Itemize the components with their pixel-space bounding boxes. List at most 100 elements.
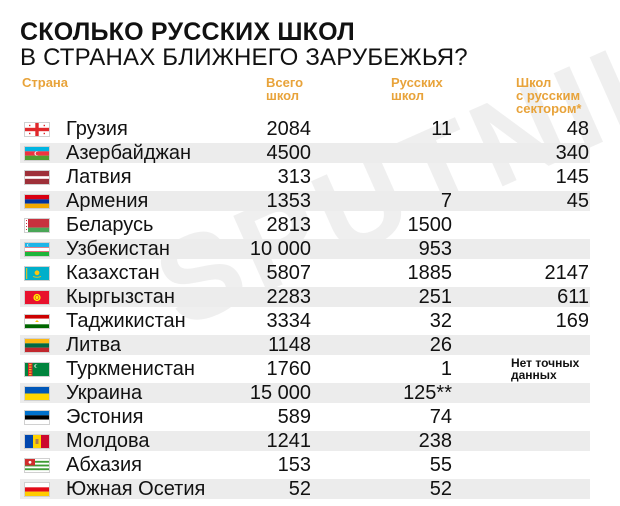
total-schools-value: 4500 xyxy=(266,142,312,164)
country-name: Южная Осетия xyxy=(66,478,206,500)
russian-schools-value: 238 xyxy=(418,430,452,452)
russian-schools-value xyxy=(340,165,452,189)
south-ossetia-flag-icon xyxy=(24,482,50,497)
row-stripe xyxy=(20,479,590,499)
russian-sector-schools-value xyxy=(470,237,589,261)
estonia-flag-icon xyxy=(24,410,50,425)
total-schools-value: 589 xyxy=(277,406,311,428)
row-stripe xyxy=(20,383,590,403)
row-stripe xyxy=(20,239,590,259)
table-row: Туркменистан 1760 1 Нет точных данных xyxy=(0,357,620,381)
turkmenistan-flag-icon xyxy=(24,362,50,377)
total-schools-value: 10 000 xyxy=(249,238,311,260)
russian-schools-value: 32 xyxy=(429,310,452,332)
table-row: Эстония 589 74 xyxy=(0,405,620,429)
total-schools-value: 1353 xyxy=(266,190,312,212)
russian-schools-value: 1500 xyxy=(407,214,453,236)
column-header-total: Всего школ xyxy=(266,75,304,103)
russian-schools-value: 125** xyxy=(403,382,452,404)
russian-sector-schools-value: 45 xyxy=(566,190,589,212)
total-schools-value: 15 000 xyxy=(249,382,311,404)
russian-schools-value: 953 xyxy=(418,238,452,260)
azerbaijan-flag-icon xyxy=(24,146,50,161)
table-row: Таджикистан 3334 32 169 xyxy=(0,309,620,333)
lithuania-flag-icon xyxy=(24,338,50,353)
column-header-country: Страна xyxy=(22,75,69,90)
table-row: Казахстан 5807 1885 2147 xyxy=(0,261,620,285)
tajikistan-flag-icon xyxy=(24,314,50,329)
russian-schools-value: 26 xyxy=(429,334,452,356)
country-name: Украина xyxy=(66,382,143,404)
russian-schools-value xyxy=(340,141,452,165)
kazakhstan-flag-icon xyxy=(24,266,50,281)
russian-sector-schools-value xyxy=(470,429,589,453)
armenia-flag-icon xyxy=(24,194,50,209)
russian-schools-value: 1 xyxy=(440,358,452,380)
table-row: Грузия 2084 11 48 xyxy=(0,117,620,141)
latvia-flag-icon xyxy=(24,170,50,185)
row-stripe xyxy=(20,335,590,355)
russian-sector-schools-value xyxy=(470,453,589,477)
total-schools-value: 2283 xyxy=(266,286,312,308)
column-header-russian: Русских школ xyxy=(391,75,443,103)
russian-schools-value: 1885 xyxy=(407,262,453,284)
uzbekistan-flag-icon xyxy=(24,242,50,257)
russian-sector-schools-value: 611 xyxy=(557,286,589,308)
country-name: Грузия xyxy=(66,118,128,140)
table-row: Литва 1148 26 xyxy=(0,333,620,357)
total-schools-value: 3334 xyxy=(266,310,312,332)
total-schools-value: 2084 xyxy=(266,118,312,140)
russian-sector-schools-value xyxy=(470,477,589,501)
table-row: Беларусь 2813 1500 xyxy=(0,213,620,237)
table-row: Узбекистан 10 000 953 xyxy=(0,237,620,261)
russian-sector-schools-value xyxy=(470,333,589,357)
country-name: Эстония xyxy=(66,406,144,428)
total-schools-value: 313 xyxy=(277,166,311,188)
table-row: Молдова 1241 238 xyxy=(0,429,620,453)
russian-sector-schools-value xyxy=(470,381,589,405)
table-row: Абхазия 153 55 xyxy=(0,453,620,477)
chart-title: СКОЛЬКО РУССКИХ ШКОЛ xyxy=(20,18,355,46)
country-name: Азербайджан xyxy=(66,142,192,164)
russian-sector-schools-value: 2147 xyxy=(544,262,590,284)
country-name: Армения xyxy=(66,190,149,212)
table-row: Азербайджан 4500 340 xyxy=(0,141,620,165)
country-name: Молдова xyxy=(66,430,150,452)
total-schools-value: 1241 xyxy=(266,430,312,452)
table-row: Армения 1353 7 45 xyxy=(0,189,620,213)
total-schools-value: 2813 xyxy=(266,214,312,236)
country-name: Беларусь xyxy=(66,214,154,236)
country-name: Абхазия xyxy=(66,454,142,476)
table-row: Украина 15 000 125** xyxy=(0,381,620,405)
russian-schools-value: 52 xyxy=(429,478,452,500)
row-stripe xyxy=(20,287,590,307)
row-stripe xyxy=(20,431,590,451)
total-schools-value: 1760 xyxy=(266,358,312,380)
country-name: Литва xyxy=(66,334,121,356)
table-row: Южная Осетия 52 52 xyxy=(0,477,620,501)
country-name: Таджикистан xyxy=(66,310,186,332)
chart-subtitle: В СТРАНАХ БЛИЖНЕГО ЗАРУБЕЖЬЯ? xyxy=(20,44,468,71)
table-row: Латвия 313 145 xyxy=(0,165,620,189)
schools-table: Грузия 2084 11 48 Азербайджан 4500 340 Латвия 31… xyxy=(0,117,620,501)
georgia-flag-icon xyxy=(24,122,50,137)
russian-schools-value: 55 xyxy=(429,454,452,476)
russian-schools-value: 74 xyxy=(429,406,452,428)
row-stripe xyxy=(20,191,590,211)
moldova-flag-icon xyxy=(24,434,50,449)
no-data-note: Нет точных данных xyxy=(511,356,580,382)
russian-sector-schools-value xyxy=(470,405,589,429)
russian-sector-schools-value xyxy=(470,213,589,237)
total-schools-value: 5807 xyxy=(266,262,312,284)
belarus-flag-icon xyxy=(24,218,50,233)
country-name: Туркменистан xyxy=(66,358,195,380)
total-schools-value: 153 xyxy=(277,454,311,476)
ukraine-flag-icon xyxy=(24,386,50,401)
country-name: Кыргызстан xyxy=(66,286,175,308)
row-stripe xyxy=(20,143,590,163)
russian-sector-schools-value: 145 xyxy=(555,166,589,188)
country-name: Латвия xyxy=(66,166,132,188)
russian-schools-value: 11 xyxy=(431,118,452,140)
russian-sector-schools-value: 169 xyxy=(555,310,589,332)
kyrgyzstan-flag-icon xyxy=(24,290,50,305)
